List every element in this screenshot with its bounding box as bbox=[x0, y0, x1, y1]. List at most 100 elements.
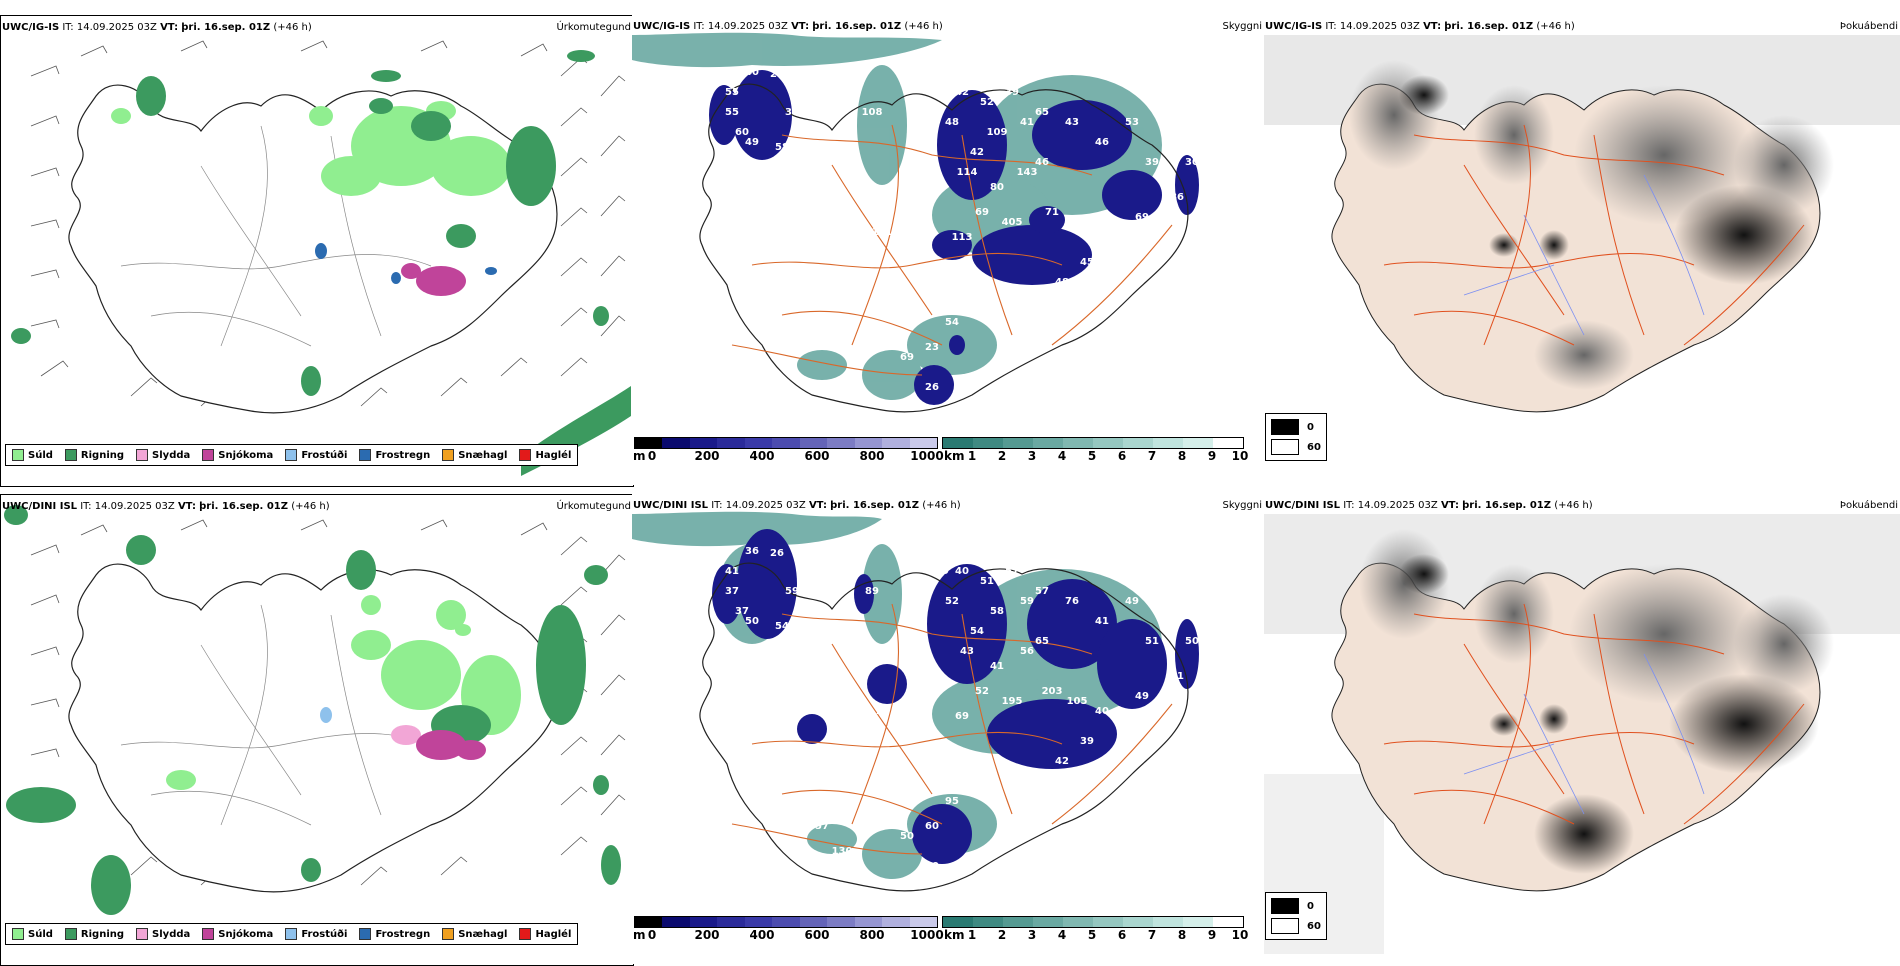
freezing-rain-areas bbox=[315, 243, 497, 284]
ceiling-bin bbox=[744, 438, 773, 448]
ceiling-bin bbox=[799, 917, 828, 927]
legend-swatch bbox=[519, 928, 532, 940]
legend-swatch bbox=[64, 449, 77, 461]
ceiling-bin bbox=[854, 917, 883, 927]
visibility-bin bbox=[1063, 438, 1093, 448]
ceiling-value-label: 54 bbox=[970, 626, 984, 637]
snow-areas bbox=[401, 263, 466, 296]
legend-item: Súld bbox=[12, 928, 53, 940]
ceiling-value-label: 108 bbox=[862, 107, 883, 118]
ceiling-value-label: 40 bbox=[745, 67, 759, 78]
rivers bbox=[1463, 653, 1705, 815]
ceiling-bin bbox=[772, 917, 800, 927]
ceiling-value-label: 89 bbox=[865, 586, 879, 597]
panel-title: Úrkomutegund bbox=[556, 22, 631, 33]
ceiling-unit: m bbox=[633, 449, 646, 463]
ceiling-value-label: 45 bbox=[1080, 257, 1094, 268]
panel-title: Skyggni bbox=[1222, 21, 1262, 32]
ceiling-bin bbox=[717, 438, 745, 448]
ceiling-bin bbox=[635, 438, 663, 448]
ceiling-colorbar bbox=[634, 916, 938, 928]
freezing-drizzle-areas bbox=[320, 707, 332, 723]
ceiling-value-label: 60 bbox=[735, 127, 749, 138]
ceiling-value-label: 26 bbox=[770, 548, 784, 559]
roads bbox=[731, 124, 1173, 376]
legend-item: Frostúði bbox=[285, 928, 347, 940]
ceiling-value-label: 57 bbox=[815, 821, 829, 832]
ceiling-value-label: 143 bbox=[1017, 167, 1038, 178]
legend-swatch bbox=[519, 449, 532, 461]
fog-swatch-dark bbox=[1271, 898, 1299, 914]
ceiling-value-label: 46 bbox=[1095, 137, 1109, 148]
fog-swatch-light bbox=[1271, 918, 1299, 934]
ceiling-value-label: 113 bbox=[952, 232, 973, 243]
legend-item: Frostregn bbox=[359, 449, 430, 461]
ceiling-value-label: 59 bbox=[785, 586, 799, 597]
ceiling-panel-top: 40 27 55 38 55 49 58 37 60 44 42 52 39 48 42 109 41 65 43 4… bbox=[632, 15, 1264, 485]
ceiling-value-label: 42 bbox=[1055, 756, 1069, 767]
ceiling-value-label: 48 bbox=[945, 117, 959, 128]
precip-legend: Súld Rigning Slydda Snjókoma Frostúði Fr… bbox=[5, 444, 579, 466]
ceiling-bin bbox=[854, 438, 883, 448]
ceiling-value-label: 41 bbox=[725, 566, 739, 577]
legend-swatch bbox=[359, 449, 372, 461]
ceiling-value-label: 36 bbox=[925, 776, 939, 787]
ceiling-value-label: 50 bbox=[1185, 636, 1199, 647]
ceiling-value-label: 41 bbox=[1095, 616, 1109, 627]
precip-panel-top: UWC/IG-IS IT: 14.09.2025 03Z VT: þri. 16… bbox=[0, 15, 634, 487]
legend-swatch bbox=[64, 928, 77, 940]
visibility-unit: km bbox=[944, 928, 965, 942]
ceiling-value-label: 65 bbox=[1035, 636, 1049, 647]
ceiling-value-label: 57 bbox=[1095, 227, 1109, 238]
ceiling-bin bbox=[662, 438, 690, 448]
ceiling-value-label: 50 bbox=[745, 616, 759, 627]
legend-swatch bbox=[12, 928, 24, 940]
ceiling-value-label: 122 bbox=[812, 342, 833, 353]
ceiling-value-label: 59 bbox=[1020, 596, 1034, 607]
ceiling-value-label: 49 bbox=[745, 137, 759, 148]
panel-header: UWC/DINI ISL IT: 14.09.2025 03Z VT: þri.… bbox=[633, 500, 961, 511]
ceiling-value-label: 76 bbox=[1065, 596, 1079, 607]
ceiling-value-label: 52 bbox=[975, 686, 989, 697]
fog-swatch-dark bbox=[1271, 419, 1299, 435]
ceiling-value-label: 96 bbox=[1095, 287, 1109, 298]
ceiling-value-label: 46 bbox=[1035, 157, 1049, 168]
legend-swatch bbox=[442, 928, 455, 940]
rain-areas bbox=[4, 505, 621, 915]
ceiling-value-label: 37 bbox=[795, 167, 809, 178]
ceiling-value-label: 41 bbox=[1020, 117, 1034, 128]
ceiling-value-label: 30 bbox=[1185, 157, 1199, 168]
snow-areas bbox=[416, 730, 486, 760]
ceiling-value-label: 38 bbox=[785, 107, 799, 118]
ceiling-bin bbox=[772, 438, 800, 448]
fog-index-shading bbox=[1359, 529, 1834, 874]
ceiling-value-label: 49 bbox=[1135, 691, 1149, 702]
ceiling-value-label: 42 bbox=[970, 147, 984, 158]
legend-item: Frostregn bbox=[359, 928, 430, 940]
panel-header: UWC/IG-IS IT: 14.09.2025 03Z VT: þri. 16… bbox=[2, 22, 312, 33]
ceiling-value-label: 55 bbox=[725, 107, 739, 118]
legend-swatch bbox=[12, 449, 24, 461]
ceiling-value-label: 58 bbox=[775, 142, 789, 153]
ceiling-value-label: 27 bbox=[770, 69, 784, 80]
ceiling-value-label: 195 bbox=[1002, 696, 1023, 707]
ceiling-value-label: 57 bbox=[1005, 566, 1019, 577]
fog-swatch-light bbox=[1271, 439, 1299, 455]
ceiling-value-label: 55 bbox=[725, 87, 739, 98]
iceland-outline bbox=[699, 83, 1189, 413]
ceiling-value-label: 109 bbox=[987, 127, 1008, 138]
ceiling-value-label: 44 bbox=[935, 87, 949, 98]
visibility-bin bbox=[1153, 438, 1183, 448]
ceiling-bin bbox=[909, 917, 937, 927]
visibility-bin bbox=[1093, 917, 1123, 927]
ceiling-value-label: 69 bbox=[955, 711, 969, 722]
ceiling-value-label: 51 bbox=[1145, 636, 1159, 647]
ceiling-value-label: 43 bbox=[1065, 117, 1079, 128]
ceiling-value-label: 114 bbox=[957, 167, 978, 178]
ceiling-value-label: 69 bbox=[975, 207, 989, 218]
ceiling-value-label: 37 bbox=[735, 606, 749, 617]
ceiling-bin bbox=[882, 917, 910, 927]
ceiling-value-label: 54 bbox=[945, 317, 959, 328]
